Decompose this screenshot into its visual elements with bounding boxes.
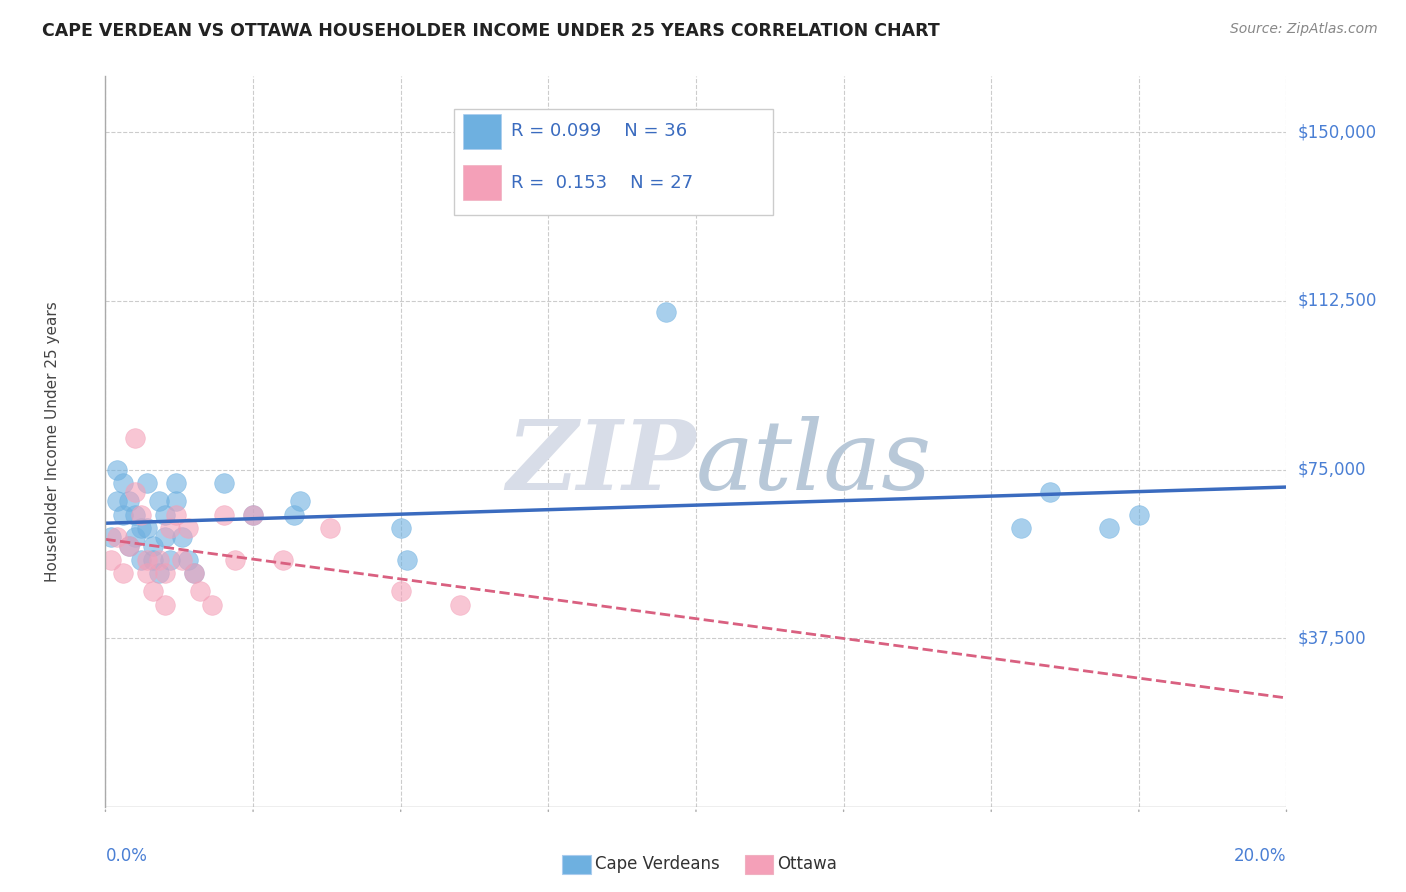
Ottawa bbox=[319, 521, 342, 535]
Ottawa bbox=[271, 552, 294, 566]
Cape Verdeans bbox=[165, 476, 187, 491]
Ottawa bbox=[165, 508, 187, 522]
FancyBboxPatch shape bbox=[464, 114, 501, 149]
Ottawa bbox=[183, 566, 205, 581]
Ottawa bbox=[159, 521, 181, 535]
Cape Verdeans bbox=[242, 508, 264, 522]
Cape Verdeans bbox=[290, 494, 312, 508]
Cape Verdeans bbox=[1039, 485, 1062, 500]
Ottawa bbox=[188, 584, 211, 599]
Cape Verdeans bbox=[1128, 508, 1150, 522]
Cape Verdeans bbox=[142, 539, 165, 553]
FancyBboxPatch shape bbox=[454, 109, 773, 215]
Ottawa bbox=[224, 552, 246, 566]
Cape Verdeans bbox=[105, 463, 128, 477]
Cape Verdeans bbox=[1010, 521, 1032, 535]
Ottawa bbox=[105, 530, 128, 544]
Cape Verdeans bbox=[124, 508, 146, 522]
Text: Ottawa: Ottawa bbox=[778, 855, 838, 873]
Cape Verdeans bbox=[112, 508, 135, 522]
Text: Source: ZipAtlas.com: Source: ZipAtlas.com bbox=[1230, 22, 1378, 37]
Ottawa bbox=[142, 584, 165, 599]
Cape Verdeans bbox=[124, 530, 146, 544]
Text: 20.0%: 20.0% bbox=[1234, 847, 1286, 865]
Text: R = 0.099    N = 36: R = 0.099 N = 36 bbox=[510, 122, 686, 140]
Cape Verdeans bbox=[283, 508, 305, 522]
Cape Verdeans bbox=[118, 494, 141, 508]
Cape Verdeans bbox=[655, 305, 678, 319]
Ottawa bbox=[112, 566, 135, 581]
Ottawa bbox=[124, 431, 146, 445]
Cape Verdeans bbox=[135, 521, 157, 535]
Ottawa bbox=[201, 598, 224, 612]
Cape Verdeans bbox=[159, 552, 181, 566]
Cape Verdeans bbox=[118, 539, 141, 553]
Text: 0.0%: 0.0% bbox=[105, 847, 148, 865]
Cape Verdeans bbox=[105, 494, 128, 508]
Cape Verdeans bbox=[142, 552, 165, 566]
Text: Cape Verdeans: Cape Verdeans bbox=[595, 855, 720, 873]
Ottawa bbox=[153, 598, 176, 612]
Cape Verdeans bbox=[172, 530, 194, 544]
Ottawa bbox=[389, 584, 412, 599]
Cape Verdeans bbox=[135, 476, 157, 491]
Cape Verdeans bbox=[212, 476, 235, 491]
Ottawa bbox=[148, 552, 170, 566]
Ottawa bbox=[135, 552, 157, 566]
Cape Verdeans bbox=[153, 508, 176, 522]
Cape Verdeans bbox=[389, 521, 412, 535]
Ottawa bbox=[129, 508, 152, 522]
Text: $112,500: $112,500 bbox=[1298, 292, 1376, 310]
Ottawa bbox=[242, 508, 264, 522]
Ottawa bbox=[449, 598, 471, 612]
Ottawa bbox=[124, 485, 146, 500]
Ottawa bbox=[153, 566, 176, 581]
Text: $75,000: $75,000 bbox=[1298, 460, 1367, 479]
Ottawa bbox=[135, 566, 157, 581]
Cape Verdeans bbox=[165, 494, 187, 508]
Cape Verdeans bbox=[112, 476, 135, 491]
Cape Verdeans bbox=[153, 530, 176, 544]
Text: $37,500: $37,500 bbox=[1298, 630, 1367, 648]
Ottawa bbox=[177, 521, 200, 535]
Ottawa bbox=[172, 552, 194, 566]
Cape Verdeans bbox=[129, 552, 152, 566]
Text: R =  0.153    N = 27: R = 0.153 N = 27 bbox=[510, 174, 693, 192]
Text: atlas: atlas bbox=[696, 417, 932, 510]
Cape Verdeans bbox=[148, 494, 170, 508]
Cape Verdeans bbox=[129, 521, 152, 535]
FancyBboxPatch shape bbox=[464, 165, 501, 200]
Cape Verdeans bbox=[100, 530, 122, 544]
Cape Verdeans bbox=[177, 552, 200, 566]
Ottawa bbox=[118, 539, 141, 553]
Text: CAPE VERDEAN VS OTTAWA HOUSEHOLDER INCOME UNDER 25 YEARS CORRELATION CHART: CAPE VERDEAN VS OTTAWA HOUSEHOLDER INCOM… bbox=[42, 22, 941, 40]
Text: $150,000: $150,000 bbox=[1298, 123, 1376, 141]
Cape Verdeans bbox=[395, 552, 418, 566]
Ottawa bbox=[212, 508, 235, 522]
Ottawa bbox=[100, 552, 122, 566]
Cape Verdeans bbox=[148, 566, 170, 581]
Text: Householder Income Under 25 years: Householder Income Under 25 years bbox=[45, 301, 60, 582]
Text: ZIP: ZIP bbox=[506, 417, 696, 510]
Cape Verdeans bbox=[1098, 521, 1121, 535]
Cape Verdeans bbox=[183, 566, 205, 581]
